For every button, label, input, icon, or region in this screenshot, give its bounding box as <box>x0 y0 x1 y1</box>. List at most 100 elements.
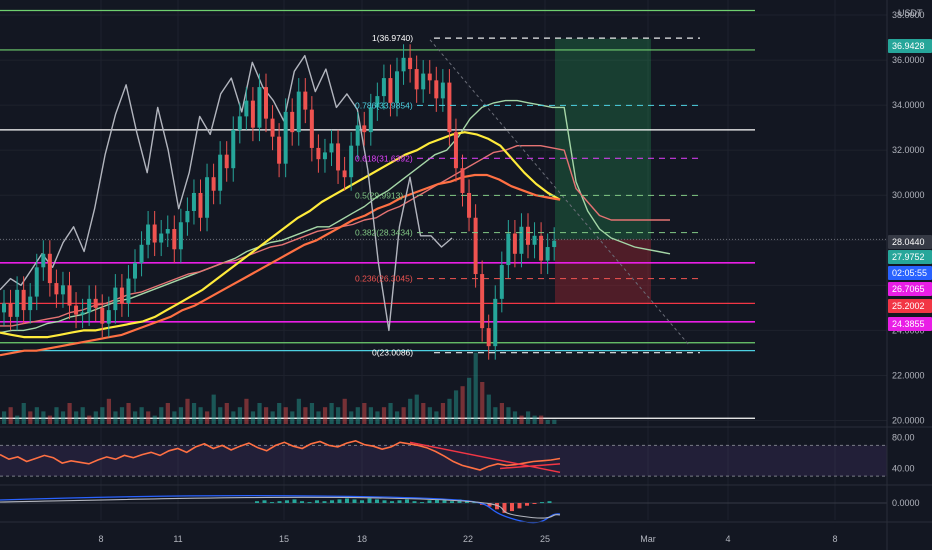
macd-bar-17 <box>382 500 387 503</box>
price-tick-38: 38.0000 <box>892 10 925 20</box>
price-tick-22: 22.0000 <box>892 370 925 380</box>
volume-bar-12 <box>80 407 85 424</box>
price-tag-bg-6 <box>888 317 932 331</box>
volume-bar-33 <box>218 407 223 424</box>
macd-bar-19 <box>397 500 402 503</box>
macd-bar-32 <box>495 503 499 510</box>
candle-body-52 <box>342 170 347 178</box>
volume-bar-0 <box>2 411 7 424</box>
volume-bar-63 <box>414 394 419 424</box>
fib-label-6: 0(23.0086) <box>372 348 413 358</box>
volume-bar-83 <box>545 419 550 424</box>
rsi-band <box>0 445 887 477</box>
volume-bar-29 <box>191 403 197 424</box>
candle-body-51 <box>336 143 341 171</box>
time-tick-2: 15 <box>279 534 289 544</box>
volume-bar-77 <box>506 407 511 424</box>
fib-label-5: 0.236(26.3045) <box>355 274 413 284</box>
price-tick-34: 34.0000 <box>892 100 925 110</box>
candle-body-45 <box>296 91 301 133</box>
candle-body-65 <box>427 73 432 81</box>
fib-label-2: 0.618(31.6392) <box>355 153 413 163</box>
candle-body-27 <box>178 222 183 250</box>
volume-bar-58 <box>381 407 387 424</box>
volume-bar-47 <box>309 403 315 424</box>
time-tick-3: 18 <box>357 534 367 544</box>
volume-bars <box>2 352 557 424</box>
macd-bar-0 <box>255 501 259 503</box>
price-tag-5: 25.2002 <box>892 301 925 311</box>
rsi-line <box>0 439 561 471</box>
candle-body-78 <box>512 233 517 254</box>
candle-body-23 <box>152 224 157 243</box>
candlesticks <box>2 44 557 360</box>
candle-body-44 <box>290 111 295 133</box>
price-tag-bg-0 <box>888 39 932 53</box>
macd-bar-37 <box>532 503 537 504</box>
volume-bar-17 <box>113 411 118 424</box>
candle-body-77 <box>506 233 511 266</box>
candle-body-7 <box>47 253 52 284</box>
volume-bar-25 <box>165 403 170 424</box>
macd-bar-5 <box>292 499 297 503</box>
volume-bar-34 <box>224 403 229 424</box>
volume-bar-79 <box>519 415 524 424</box>
volume-bar-40 <box>264 407 269 424</box>
time-tick-1: 11 <box>173 534 182 544</box>
price-tag-0: 36.9428 <box>892 41 925 51</box>
time-tick-0: 8 <box>98 534 103 544</box>
candle-body-57 <box>375 96 380 108</box>
fib-label-0: 1(36.9740) <box>372 33 413 43</box>
candle-body-9 <box>60 285 65 295</box>
volume-bar-55 <box>362 403 367 424</box>
volume-bar-36 <box>237 407 242 424</box>
rsi-tick-40: 40.00 <box>892 463 915 473</box>
candle-body-48 <box>316 147 321 160</box>
macd-bar-4 <box>285 500 289 503</box>
macd-bar-6 <box>300 501 304 503</box>
volume-bar-59 <box>388 403 393 424</box>
macd-bar-9 <box>322 501 327 503</box>
candle-body-15 <box>100 307 105 324</box>
volume-bar-27 <box>178 407 184 424</box>
candle-body-41 <box>270 118 275 137</box>
volume-bar-24 <box>159 407 164 424</box>
volume-bar-50 <box>329 403 334 424</box>
macd-bar-33 <box>502 503 507 513</box>
macd-bar-34 <box>510 503 514 512</box>
volume-bar-26 <box>172 411 177 424</box>
volume-bar-13 <box>87 415 92 424</box>
candle-body-5 <box>34 267 39 297</box>
volume-bar-81 <box>532 415 537 424</box>
volume-bar-15 <box>100 407 105 424</box>
candle-body-79 <box>519 226 524 254</box>
macd-bar-2 <box>270 502 274 504</box>
volume-bar-35 <box>231 411 236 424</box>
volume-bar-49 <box>322 407 328 424</box>
volume-bar-82 <box>539 415 544 424</box>
macd-bar-36 <box>525 503 529 506</box>
candle-body-43 <box>283 111 288 164</box>
time-tick-5: 25 <box>540 534 550 544</box>
candle-body-80 <box>526 226 530 245</box>
candle-body-50 <box>329 143 334 153</box>
candle-body-8 <box>54 283 59 295</box>
candle-body-83 <box>545 247 550 261</box>
volume-bar-78 <box>512 411 518 424</box>
price-tag-bg-5 <box>888 299 932 313</box>
volume-bar-30 <box>198 407 203 424</box>
candle-body-61 <box>401 57 406 72</box>
volume-bar-56 <box>368 407 373 424</box>
candle-body-56 <box>368 107 373 133</box>
volume-bar-41 <box>270 411 275 424</box>
price-tick-32: 32.0000 <box>892 145 925 155</box>
macd-bar-11 <box>337 499 342 503</box>
candle-body-53 <box>349 145 354 178</box>
volume-bar-64 <box>421 403 426 424</box>
volume-bar-61 <box>401 407 406 424</box>
candle-body-66 <box>434 80 439 99</box>
fibonacci-levels: 1(36.9740) 0.786(33.9854) 0.618(31.6392) 0.… <box>355 33 700 358</box>
candle-body-6 <box>41 253 46 268</box>
